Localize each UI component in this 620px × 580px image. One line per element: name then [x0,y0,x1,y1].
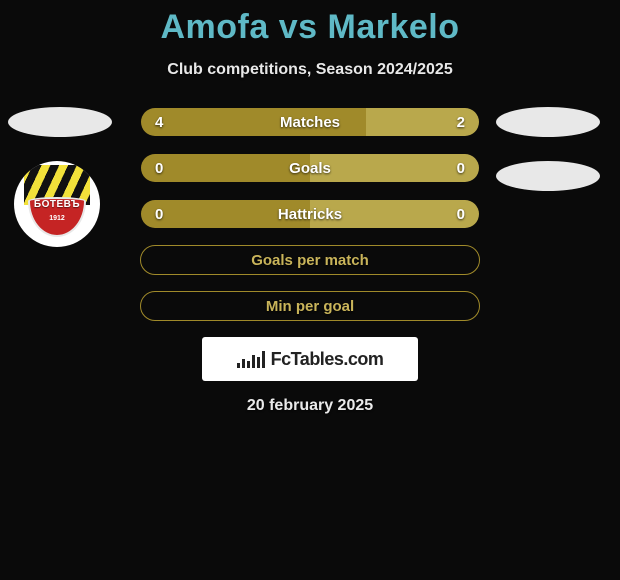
stat-label: Goals per match [141,246,479,274]
page-title: Amofa vs Markelo [0,8,620,47]
player2-photo-placeholder [496,107,600,137]
stat-label: Hattricks [141,200,479,228]
branding-box: FcTables.com [202,337,418,381]
subtitle: Club competitions, Season 2024/2025 [0,61,620,79]
stat-label: Matches [141,108,479,136]
right-avatars-column [496,107,600,215]
vs-separator: vs [279,8,318,46]
date-line: 20 february 2025 [0,397,620,415]
stat-bars: 42Matches 00Goals 00Hattricks Goals per mat… [140,107,480,321]
player1-photo-placeholder [8,107,112,137]
stat-row: Goals per match [140,245,480,275]
left-avatars-column: БОТЕВЪ 1912 [8,107,112,247]
stat-row: 42Matches [140,107,480,137]
stat-label: Goals [141,154,479,182]
player2-name: Markelo [328,8,460,46]
badge-club-name: БОТЕВЪ [14,199,100,210]
badge-year: 1912 [14,215,100,222]
branding-text: FcTables.com [271,349,384,370]
stat-row: 00Hattricks [140,199,480,229]
player1-club-badge: БОТЕВЪ 1912 [14,161,100,247]
player2-club-placeholder [496,161,600,191]
chart-icon [237,350,265,368]
stat-row: Min per goal [140,291,480,321]
stat-row: 00Goals [140,153,480,183]
stats-area: БОТЕВЪ 1912 42Matches 00Goals 00Hattricks G… [0,107,620,321]
stat-label: Min per goal [141,292,479,320]
player1-name: Amofa [160,8,268,46]
